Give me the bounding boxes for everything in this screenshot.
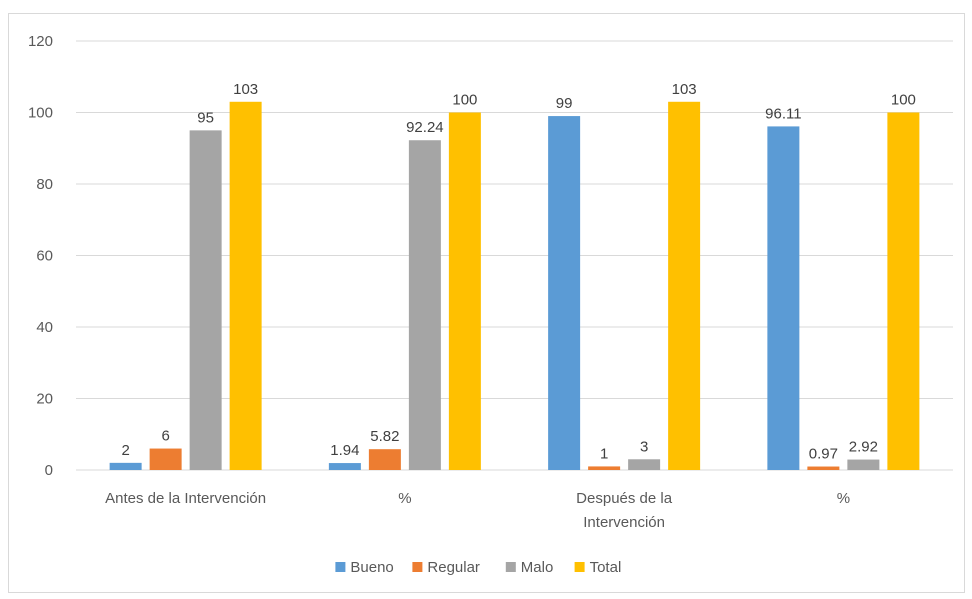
bar-bueno-1 (328, 463, 361, 470)
data-label-regular-1: 5.82 (370, 428, 399, 445)
bar-malo-3 (847, 459, 880, 470)
bar-regular-0 (149, 448, 182, 470)
x-category-label-2-1: Intervención (583, 514, 665, 531)
y-tick-label-100: 100 (28, 105, 53, 122)
legend-label-total: Total (590, 559, 622, 576)
data-label-bueno-2: 99 (556, 95, 573, 112)
bar-regular-3 (807, 466, 840, 470)
bar-bueno-3 (767, 126, 800, 471)
legend-label-bueno: Bueno (350, 559, 393, 576)
x-category-label-2-0: Después de la (576, 490, 673, 507)
bar-regular-1 (368, 449, 401, 470)
data-label-regular-0: 6 (161, 428, 169, 445)
bar-bueno-0 (109, 462, 142, 470)
data-label-malo-1: 92.24 (406, 119, 444, 136)
bar-regular-2 (588, 466, 621, 470)
bar-total-3 (887, 112, 920, 470)
data-label-total-0: 103 (233, 81, 258, 98)
data-label-bueno-1: 1.94 (330, 442, 359, 459)
legend-swatch-regular (412, 562, 423, 572)
y-tick-label-0: 0 (45, 462, 53, 479)
data-label-malo-2: 3 (640, 438, 648, 455)
data-label-total-1: 100 (452, 92, 477, 109)
y-tick-label-40: 40 (36, 319, 53, 336)
legend-label-malo: Malo (521, 559, 554, 576)
data-label-bueno-0: 2 (121, 442, 129, 459)
data-label-malo-3: 2.92 (849, 439, 878, 456)
data-label-malo-0: 95 (197, 109, 214, 126)
bar-malo-2 (628, 459, 661, 470)
y-tick-label-20: 20 (36, 391, 53, 408)
y-tick-label-80: 80 (36, 176, 53, 193)
legend-swatch-malo (505, 562, 516, 572)
y-tick-label-60: 60 (36, 248, 53, 265)
data-label-bueno-3: 96.11 (765, 105, 801, 122)
data-label-total-2: 103 (672, 81, 697, 98)
data-label-regular-3: 0.97 (809, 446, 838, 463)
legend-label-regular: Regular (427, 559, 480, 576)
chart-frame: 0 20 40 60 80 100 120 2 6 95 103 Antes de la Interv… (8, 13, 965, 593)
x-category-label-1-0: % (398, 490, 411, 507)
bar-total-2 (668, 101, 701, 471)
y-tick-label-120: 120 (28, 33, 53, 50)
x-category-label-3-0: % (837, 490, 850, 507)
legend-swatch-bueno (335, 562, 346, 572)
data-label-regular-2: 1 (600, 445, 608, 462)
bar-chart: 0 20 40 60 80 100 120 2 6 95 103 Antes de la Interv… (28, 33, 953, 576)
bar-malo-1 (408, 140, 441, 470)
bar-total-0 (229, 101, 262, 471)
bar-total-1 (448, 112, 481, 470)
data-label-total-3: 100 (891, 92, 916, 109)
legend-swatch-total (574, 562, 585, 572)
x-category-label-0-0: Antes de la Intervención (105, 490, 266, 507)
bar-bueno-2 (548, 116, 581, 470)
bar-malo-0 (189, 130, 222, 470)
